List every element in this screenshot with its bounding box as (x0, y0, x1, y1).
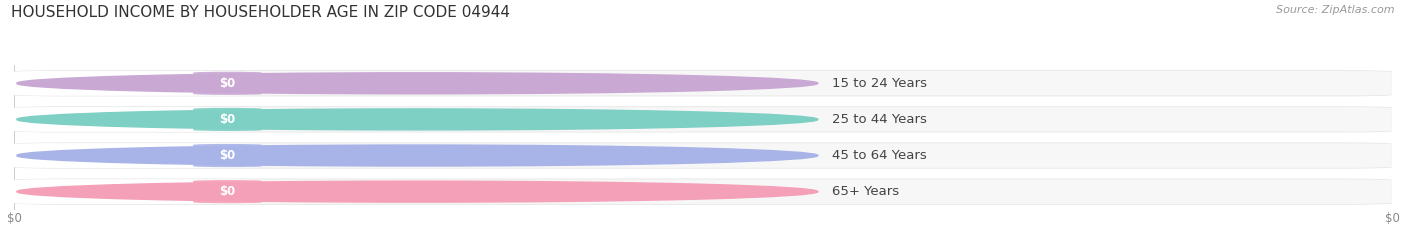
FancyBboxPatch shape (14, 71, 1392, 96)
Text: 45 to 64 Years: 45 to 64 Years (832, 149, 927, 162)
Circle shape (17, 73, 818, 94)
Text: 15 to 24 Years: 15 to 24 Years (832, 77, 927, 90)
FancyBboxPatch shape (193, 108, 262, 131)
FancyBboxPatch shape (193, 72, 262, 95)
Text: HOUSEHOLD INCOME BY HOUSEHOLDER AGE IN ZIP CODE 04944: HOUSEHOLD INCOME BY HOUSEHOLDER AGE IN Z… (11, 5, 510, 20)
Text: $0: $0 (219, 185, 236, 198)
FancyBboxPatch shape (14, 106, 1392, 132)
Circle shape (17, 109, 818, 130)
FancyBboxPatch shape (14, 179, 1392, 205)
FancyBboxPatch shape (14, 143, 256, 168)
Text: 65+ Years: 65+ Years (832, 185, 898, 198)
FancyBboxPatch shape (14, 107, 256, 132)
FancyBboxPatch shape (14, 70, 1392, 96)
FancyBboxPatch shape (14, 143, 1392, 168)
FancyBboxPatch shape (14, 71, 256, 96)
FancyBboxPatch shape (14, 179, 256, 204)
FancyBboxPatch shape (193, 180, 262, 203)
Circle shape (17, 145, 818, 166)
FancyBboxPatch shape (14, 143, 1392, 168)
FancyBboxPatch shape (14, 179, 1392, 204)
FancyBboxPatch shape (14, 107, 1392, 132)
Text: $0: $0 (219, 149, 236, 162)
Text: Source: ZipAtlas.com: Source: ZipAtlas.com (1277, 5, 1395, 15)
Text: $0: $0 (219, 113, 236, 126)
Text: $0: $0 (219, 77, 236, 90)
FancyBboxPatch shape (193, 144, 262, 167)
Text: 25 to 44 Years: 25 to 44 Years (832, 113, 927, 126)
Circle shape (17, 181, 818, 202)
